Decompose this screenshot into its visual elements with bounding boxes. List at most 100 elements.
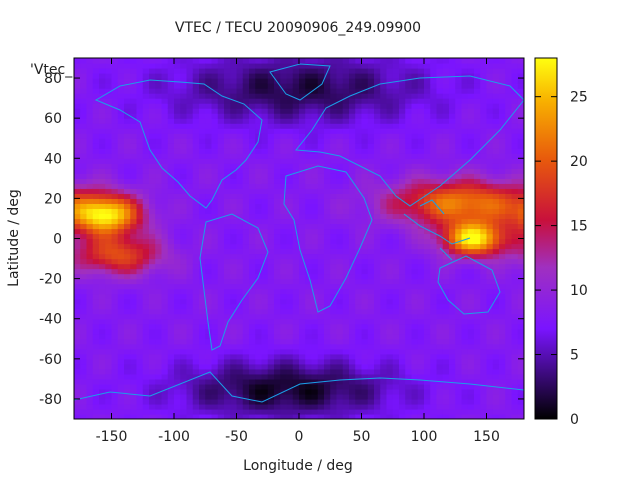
heatmap-cell bbox=[217, 313, 225, 320]
heatmap-cell bbox=[105, 218, 113, 225]
heatmap-cell bbox=[280, 253, 288, 260]
heatmap-cell bbox=[449, 143, 456, 149]
heatmap-cell bbox=[311, 283, 319, 290]
heatmap-cell bbox=[249, 218, 256, 225]
heatmap-cell bbox=[455, 303, 463, 310]
heatmap-cell bbox=[124, 273, 131, 280]
heatmap-cell bbox=[355, 278, 363, 285]
heatmap-cell bbox=[236, 248, 244, 255]
heatmap-cell bbox=[86, 213, 94, 220]
heatmap-cell bbox=[149, 368, 156, 375]
heatmap-cell bbox=[80, 213, 88, 220]
heatmap-cell bbox=[111, 323, 119, 330]
heatmap-cell bbox=[99, 193, 106, 199]
heatmap-cell bbox=[261, 223, 269, 230]
heatmap-cell bbox=[124, 278, 131, 285]
heatmap-cell bbox=[192, 303, 200, 310]
heatmap-cell bbox=[142, 358, 150, 365]
heatmap-cell bbox=[286, 293, 294, 300]
heatmap-cell bbox=[130, 198, 138, 204]
heatmap-cell bbox=[492, 313, 500, 320]
heatmap-cell bbox=[211, 268, 219, 275]
heatmap-cell bbox=[217, 263, 225, 270]
heatmap-cell bbox=[117, 68, 125, 74]
heatmap-cell bbox=[311, 343, 319, 350]
heatmap-cell bbox=[305, 258, 313, 265]
heatmap-cell bbox=[236, 308, 244, 315]
heatmap-cell bbox=[155, 293, 163, 300]
heatmap-cell bbox=[467, 168, 475, 174]
heatmap-cell bbox=[480, 278, 488, 285]
heatmap-cell bbox=[280, 133, 288, 139]
heatmap-cell bbox=[330, 113, 338, 119]
heatmap-cell bbox=[117, 298, 125, 305]
heatmap-cell bbox=[474, 313, 481, 320]
heatmap-cell bbox=[311, 353, 319, 360]
heatmap-cell bbox=[167, 298, 175, 305]
heatmap-cell bbox=[267, 328, 275, 335]
heatmap-cell bbox=[480, 403, 488, 410]
heatmap-cell bbox=[449, 293, 456, 300]
heatmap-cell bbox=[486, 113, 494, 119]
heatmap-cell bbox=[324, 103, 331, 109]
heatmap-cell bbox=[180, 273, 188, 280]
heatmap-cell bbox=[499, 143, 506, 149]
heatmap-cell bbox=[417, 268, 425, 275]
heatmap-cell bbox=[367, 223, 375, 230]
heatmap-cell bbox=[449, 273, 456, 280]
heatmap-cell bbox=[230, 363, 238, 370]
heatmap-cell bbox=[174, 253, 181, 260]
heatmap-cell bbox=[380, 253, 388, 260]
heatmap-cell bbox=[361, 98, 369, 104]
heatmap-cell bbox=[342, 323, 350, 330]
heatmap-cell bbox=[492, 293, 500, 300]
heatmap-cell bbox=[167, 243, 175, 250]
heatmap-cell bbox=[286, 383, 294, 390]
heatmap-cell bbox=[486, 358, 494, 365]
heatmap-cell bbox=[374, 153, 381, 159]
heatmap-cell bbox=[136, 348, 144, 355]
heatmap-cell bbox=[199, 288, 206, 295]
heatmap-cell bbox=[205, 398, 213, 405]
heatmap-cell bbox=[442, 373, 450, 380]
heatmap-cell bbox=[305, 323, 313, 330]
heatmap-cell bbox=[467, 343, 475, 350]
heatmap-cell bbox=[317, 148, 325, 154]
heatmap-cell bbox=[174, 88, 181, 94]
heatmap-cell bbox=[336, 213, 344, 220]
heatmap-cell bbox=[436, 63, 444, 69]
heatmap-cell bbox=[486, 273, 494, 280]
heatmap-cell bbox=[224, 163, 231, 169]
heatmap-cell bbox=[480, 383, 488, 390]
heatmap-cell bbox=[336, 178, 344, 184]
heatmap-cell bbox=[424, 233, 431, 240]
heatmap-cell bbox=[217, 293, 225, 300]
heatmap-cell bbox=[111, 253, 119, 260]
heatmap-cell bbox=[99, 413, 106, 419]
heatmap-cell bbox=[399, 388, 406, 395]
heatmap-cell bbox=[486, 208, 494, 215]
heatmap-cell bbox=[405, 173, 413, 179]
heatmap-cell bbox=[142, 398, 150, 405]
heatmap-cell bbox=[292, 388, 300, 395]
heatmap-cell bbox=[280, 318, 288, 325]
heatmap-cell bbox=[442, 288, 450, 295]
heatmap-cell bbox=[99, 208, 106, 215]
heatmap-cell bbox=[492, 188, 500, 194]
heatmap-cell bbox=[436, 353, 444, 360]
heatmap-cell bbox=[267, 263, 275, 270]
heatmap-cell bbox=[280, 168, 288, 174]
heatmap-cell bbox=[242, 293, 250, 300]
heatmap-cell bbox=[155, 148, 163, 154]
heatmap-cell bbox=[174, 58, 181, 64]
heatmap-cell bbox=[280, 343, 288, 350]
heatmap-cell bbox=[92, 173, 100, 179]
heatmap-cell bbox=[417, 338, 425, 345]
heatmap-cell bbox=[136, 133, 144, 139]
heatmap-cell bbox=[205, 248, 213, 255]
heatmap-cell bbox=[130, 203, 138, 210]
heatmap-cell bbox=[80, 298, 88, 305]
heatmap-cell bbox=[286, 303, 294, 310]
heatmap-cell bbox=[386, 228, 394, 235]
heatmap-cell bbox=[480, 358, 488, 365]
